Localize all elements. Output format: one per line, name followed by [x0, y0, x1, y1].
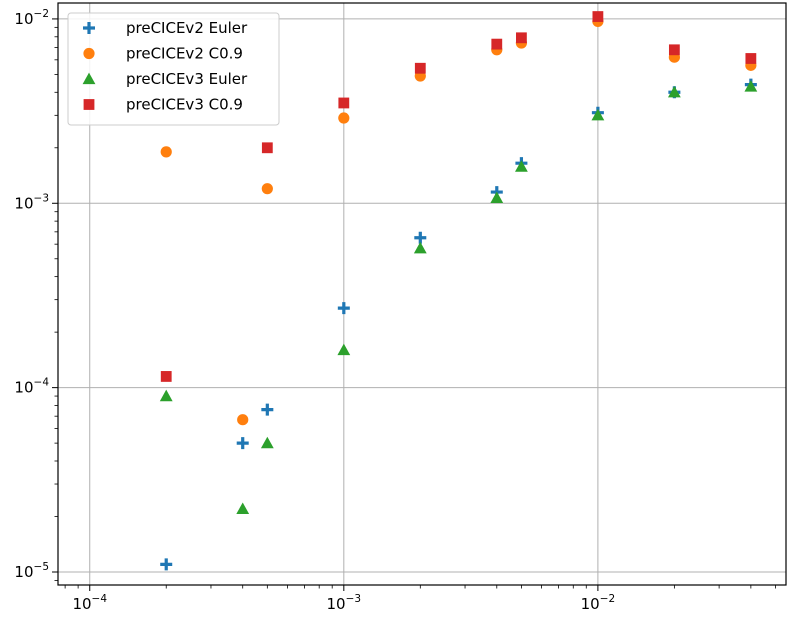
data-point	[261, 142, 273, 154]
x-tick-exponent: −3	[346, 593, 361, 605]
y-tick-base: 10	[14, 563, 33, 581]
y-tick-exponent: −2	[34, 8, 49, 20]
data-point	[337, 302, 350, 315]
data-point	[261, 403, 274, 416]
legend-label: preCICEv3 Euler	[126, 70, 248, 88]
data-point	[667, 85, 681, 98]
data-point	[338, 112, 350, 124]
y-tick-exponent: −4	[34, 377, 50, 389]
legend-label: preCICEv3 C0.9	[126, 96, 243, 114]
x-tick-label: 10−2	[581, 593, 616, 613]
y-tick-label: 10−2	[14, 8, 49, 28]
x-tick-base: 10	[581, 595, 600, 613]
data-point	[236, 437, 249, 450]
x-tick-base: 10	[72, 595, 91, 613]
data-point	[591, 108, 605, 121]
data-point	[491, 38, 503, 50]
data-point	[413, 241, 427, 254]
data-point	[160, 558, 173, 571]
x-tick-base: 10	[327, 595, 346, 613]
data-point	[744, 80, 758, 92]
legend-label: preCICEv2 C0.9	[126, 45, 243, 63]
data-point	[592, 11, 604, 22]
data-point	[515, 160, 528, 172]
y-tick-label: 10−4	[14, 377, 49, 397]
legend-label: preCICEv2 Euler	[126, 19, 248, 37]
data-point	[516, 32, 527, 44]
data-point	[160, 146, 172, 158]
data-point	[260, 436, 274, 449]
y-axis-ticks: 10−510−410−310−2	[14, 8, 58, 581]
data-point	[261, 183, 273, 195]
data-point	[237, 414, 249, 426]
legend-box	[67, 12, 280, 126]
legend: preCICEv2 Euler preCICEv2 C0.9 preCICEv3 E…	[67, 12, 280, 126]
data-point	[159, 389, 173, 402]
y-tick-exponent: −3	[34, 192, 49, 204]
x-axis-ticks: 10−4 10−3 10−2	[72, 585, 615, 613]
x-tick-label: 10−4	[72, 593, 107, 613]
legend-marker	[83, 22, 95, 34]
y-tick-base: 10	[14, 194, 33, 212]
x-tick-label: 10−3	[327, 593, 362, 613]
data-point	[338, 97, 350, 109]
x-tick-exponent: −2	[600, 593, 615, 605]
y-tick-label: 10−3	[14, 192, 49, 212]
data-point	[414, 62, 426, 74]
legend-marker	[83, 99, 95, 110]
data-point	[236, 502, 250, 514]
data-point	[337, 343, 351, 356]
legend-marker	[83, 47, 95, 60]
y-tick-label: 10−5	[14, 561, 49, 581]
series-triangle	[159, 80, 758, 514]
series-square	[160, 11, 757, 382]
data-point	[668, 44, 680, 56]
x-tick-exponent: −4	[92, 593, 108, 605]
y-tick-base: 10	[14, 379, 33, 397]
y-tick-base: 10	[14, 10, 33, 28]
data-points	[159, 11, 758, 571]
data-point	[414, 231, 427, 244]
legend-marker	[82, 72, 96, 85]
plot-frame	[57, 2, 787, 586]
data-point	[160, 371, 172, 382]
data-point	[745, 53, 757, 64]
data-point	[490, 191, 504, 203]
y-tick-exponent: −5	[34, 561, 49, 573]
